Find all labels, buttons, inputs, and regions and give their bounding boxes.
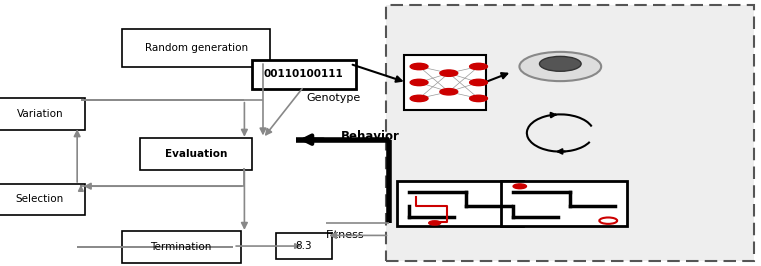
Circle shape (470, 63, 488, 70)
Circle shape (520, 52, 601, 81)
Text: Termination: Termination (151, 242, 212, 252)
FancyBboxPatch shape (396, 181, 523, 226)
Text: e-puck: e-puck (551, 71, 570, 76)
Text: Genotype: Genotype (307, 93, 361, 103)
Text: 00110100111: 00110100111 (264, 69, 344, 80)
Circle shape (410, 63, 428, 70)
FancyArrowPatch shape (487, 73, 508, 81)
FancyArrowPatch shape (75, 131, 80, 182)
Circle shape (540, 56, 581, 71)
Text: Variation: Variation (17, 109, 63, 119)
Circle shape (440, 89, 457, 95)
Text: Behavior: Behavior (342, 131, 400, 143)
Text: Evaluation: Evaluation (165, 149, 228, 159)
FancyBboxPatch shape (501, 181, 627, 226)
FancyBboxPatch shape (122, 29, 270, 66)
Circle shape (440, 70, 457, 76)
FancyArrowPatch shape (242, 170, 247, 228)
Circle shape (513, 184, 527, 189)
FancyBboxPatch shape (276, 233, 332, 259)
Text: Fitness: Fitness (326, 230, 364, 240)
FancyArrowPatch shape (236, 244, 299, 248)
FancyBboxPatch shape (386, 5, 753, 261)
FancyBboxPatch shape (252, 60, 356, 89)
Text: Random generation: Random generation (145, 43, 247, 53)
Circle shape (428, 221, 441, 225)
FancyBboxPatch shape (0, 98, 84, 130)
Circle shape (410, 95, 428, 102)
FancyArrowPatch shape (260, 64, 266, 134)
Text: 8.3: 8.3 (295, 241, 312, 251)
FancyBboxPatch shape (0, 184, 84, 215)
FancyBboxPatch shape (140, 138, 252, 170)
Circle shape (470, 95, 488, 102)
Circle shape (410, 79, 428, 86)
FancyArrowPatch shape (78, 186, 83, 191)
Text: Selection: Selection (16, 194, 64, 205)
FancyBboxPatch shape (404, 55, 486, 110)
FancyBboxPatch shape (122, 231, 240, 263)
Circle shape (470, 79, 488, 86)
FancyArrowPatch shape (266, 89, 302, 135)
